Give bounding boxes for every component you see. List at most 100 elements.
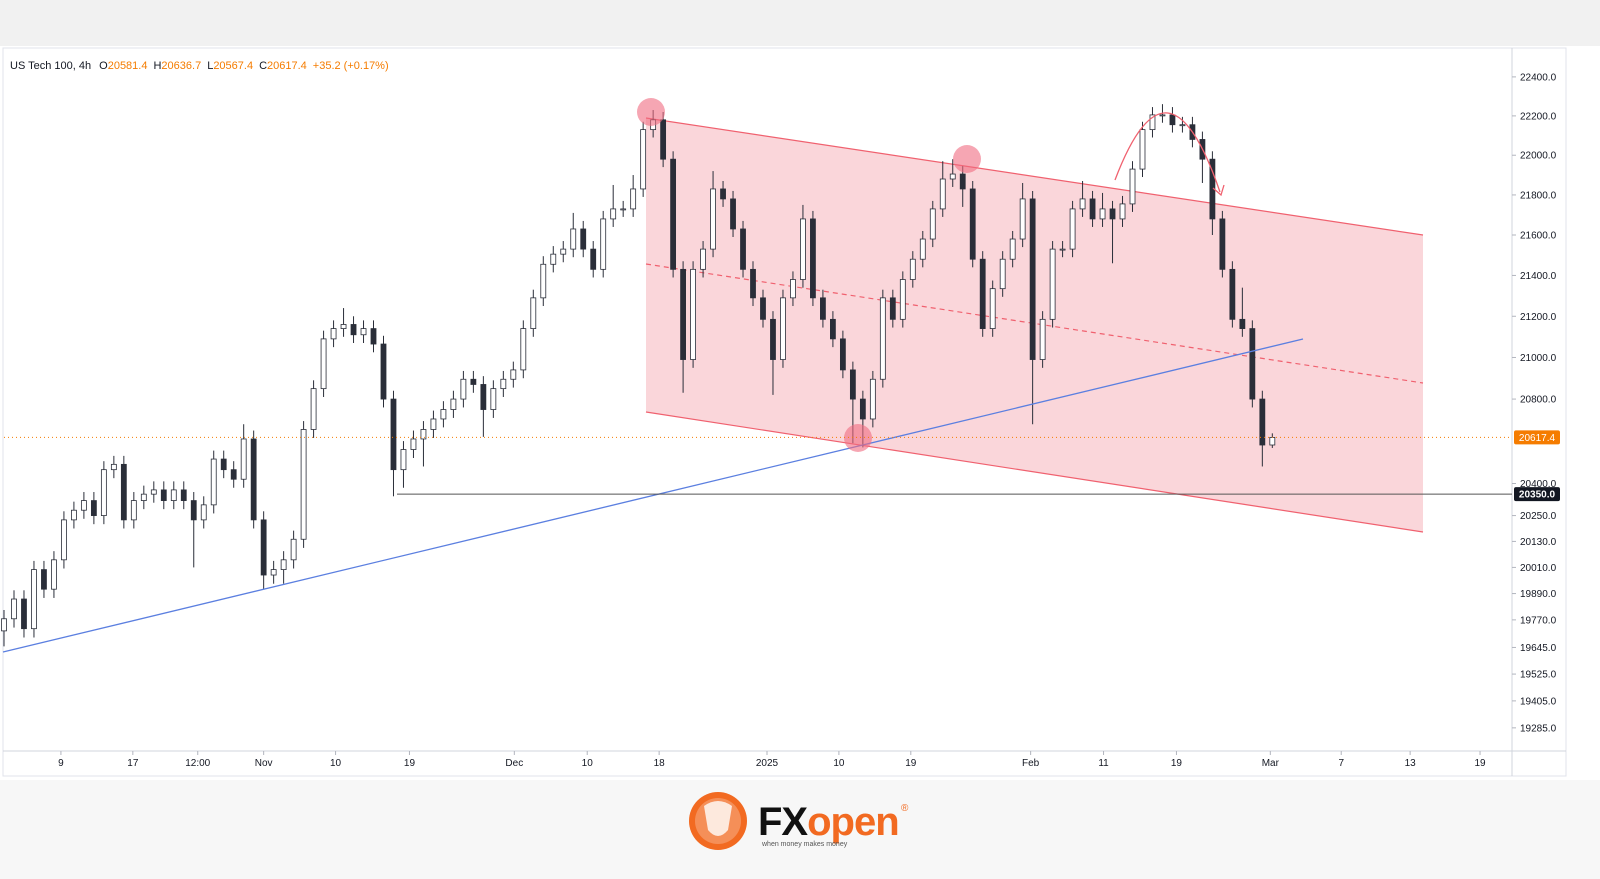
y-tick-label: 19285.0 <box>1520 723 1557 734</box>
candle-body <box>520 328 527 371</box>
candle-body <box>830 318 836 340</box>
candle-body <box>140 493 147 501</box>
x-tick-label: 10 <box>330 758 342 769</box>
candle-body <box>929 208 936 240</box>
y-tick-label: 19405.0 <box>1520 696 1557 707</box>
chart-legend: US Tech 100, 4h O20581.4 H20636.7 L20567.4 C… <box>10 60 389 72</box>
x-tick-label: Mar <box>1262 758 1280 769</box>
candle-body <box>170 489 177 501</box>
candle-body <box>740 228 746 270</box>
candle-body <box>390 398 397 471</box>
y-tick-label: 20250.0 <box>1520 511 1557 522</box>
x-tick-label: 13 <box>1405 758 1417 769</box>
candle-body <box>660 119 667 160</box>
trend-line <box>2 338 1304 653</box>
x-tick-label: 17 <box>127 758 139 769</box>
ohlc-value: 20581.4 <box>108 60 148 72</box>
candle-body <box>680 268 686 360</box>
candle-body <box>1139 129 1146 170</box>
last-price-label: 20617.4 <box>1519 433 1556 444</box>
candle-body <box>220 458 227 471</box>
highlight-circle <box>637 98 665 126</box>
y-tick-label: 21600.0 <box>1520 231 1557 242</box>
brand-mark: ® <box>901 803 909 814</box>
candle-body <box>470 378 477 385</box>
y-tick-label: 20800.0 <box>1520 395 1557 406</box>
candle-body <box>11 598 17 620</box>
y-tick-label: 19645.0 <box>1520 643 1557 654</box>
x-tick-label: 12:00 <box>185 758 210 769</box>
candle-body <box>1129 168 1136 205</box>
candle-body <box>450 398 457 410</box>
candle-body <box>21 598 27 630</box>
y-tick-label: 19770.0 <box>1520 615 1557 626</box>
x-tick-label: 19 <box>905 758 917 769</box>
x-tick-label: 9 <box>58 758 64 769</box>
candle-body <box>989 288 996 329</box>
change: +35.2 (+0.17%) <box>313 60 389 72</box>
candle-body <box>959 173 966 190</box>
candle-body <box>1159 114 1166 117</box>
candle-body <box>630 188 637 210</box>
candle-body <box>1119 203 1126 220</box>
ohlc-label: O <box>99 60 108 72</box>
candle-body <box>240 438 247 480</box>
ohlc-value: 20636.7 <box>161 60 201 72</box>
candle-body <box>280 559 287 570</box>
candle-body <box>810 218 816 299</box>
candle-body <box>1019 198 1026 240</box>
candle-body <box>790 279 796 299</box>
candle-body <box>1259 398 1266 446</box>
candle-body <box>1179 124 1186 127</box>
ohlc-label: L <box>207 60 213 72</box>
candle-body <box>1229 268 1236 320</box>
candle-body <box>160 489 167 501</box>
y-tick-label: 21200.0 <box>1520 312 1557 323</box>
x-tick-label: 10 <box>582 758 594 769</box>
candle-body <box>31 569 37 630</box>
candle-body <box>1109 208 1116 220</box>
candle-body <box>969 188 976 260</box>
candle-body <box>869 378 876 420</box>
candle-body <box>1069 208 1076 250</box>
footer-band <box>0 780 1600 879</box>
candle-body <box>150 489 157 495</box>
candle-body <box>410 438 417 450</box>
symbol: US Tech 100, 4h <box>10 60 91 72</box>
candle-body <box>510 369 517 380</box>
candle-body <box>720 188 726 200</box>
level-label: 20350.0 <box>1519 490 1556 501</box>
top-band <box>0 0 1600 46</box>
candle-body <box>1239 318 1246 329</box>
ohlc-value: 20567.4 <box>213 60 253 72</box>
ohlc-label: C <box>259 60 267 72</box>
candle-body <box>640 129 647 190</box>
y-tick-label: 19525.0 <box>1520 670 1557 681</box>
y-tick-label: 21800.0 <box>1520 190 1557 201</box>
candle-body <box>1219 218 1226 270</box>
candle-body <box>61 519 67 561</box>
candle-body <box>730 198 736 230</box>
candle-body <box>400 449 407 471</box>
brand-open: open <box>807 800 899 844</box>
candle-body <box>1039 318 1046 360</box>
candle-body <box>290 538 297 561</box>
candle-body <box>820 297 826 320</box>
candle-body <box>879 297 886 380</box>
candle-body <box>939 178 946 210</box>
channel-top <box>645 117 1424 236</box>
candle-body <box>780 297 786 360</box>
candle-body <box>100 469 107 516</box>
highlight-circle <box>844 424 872 452</box>
candle-body <box>230 469 237 480</box>
candle-body <box>200 504 207 521</box>
candle-body <box>899 279 906 320</box>
candle-body <box>190 500 197 521</box>
candle-body <box>800 218 806 280</box>
candle-body <box>600 218 607 270</box>
candle-body <box>90 500 97 516</box>
candle-body <box>590 248 597 270</box>
candle-body <box>949 173 956 180</box>
candle-body <box>440 409 447 420</box>
candle-body <box>540 263 547 299</box>
